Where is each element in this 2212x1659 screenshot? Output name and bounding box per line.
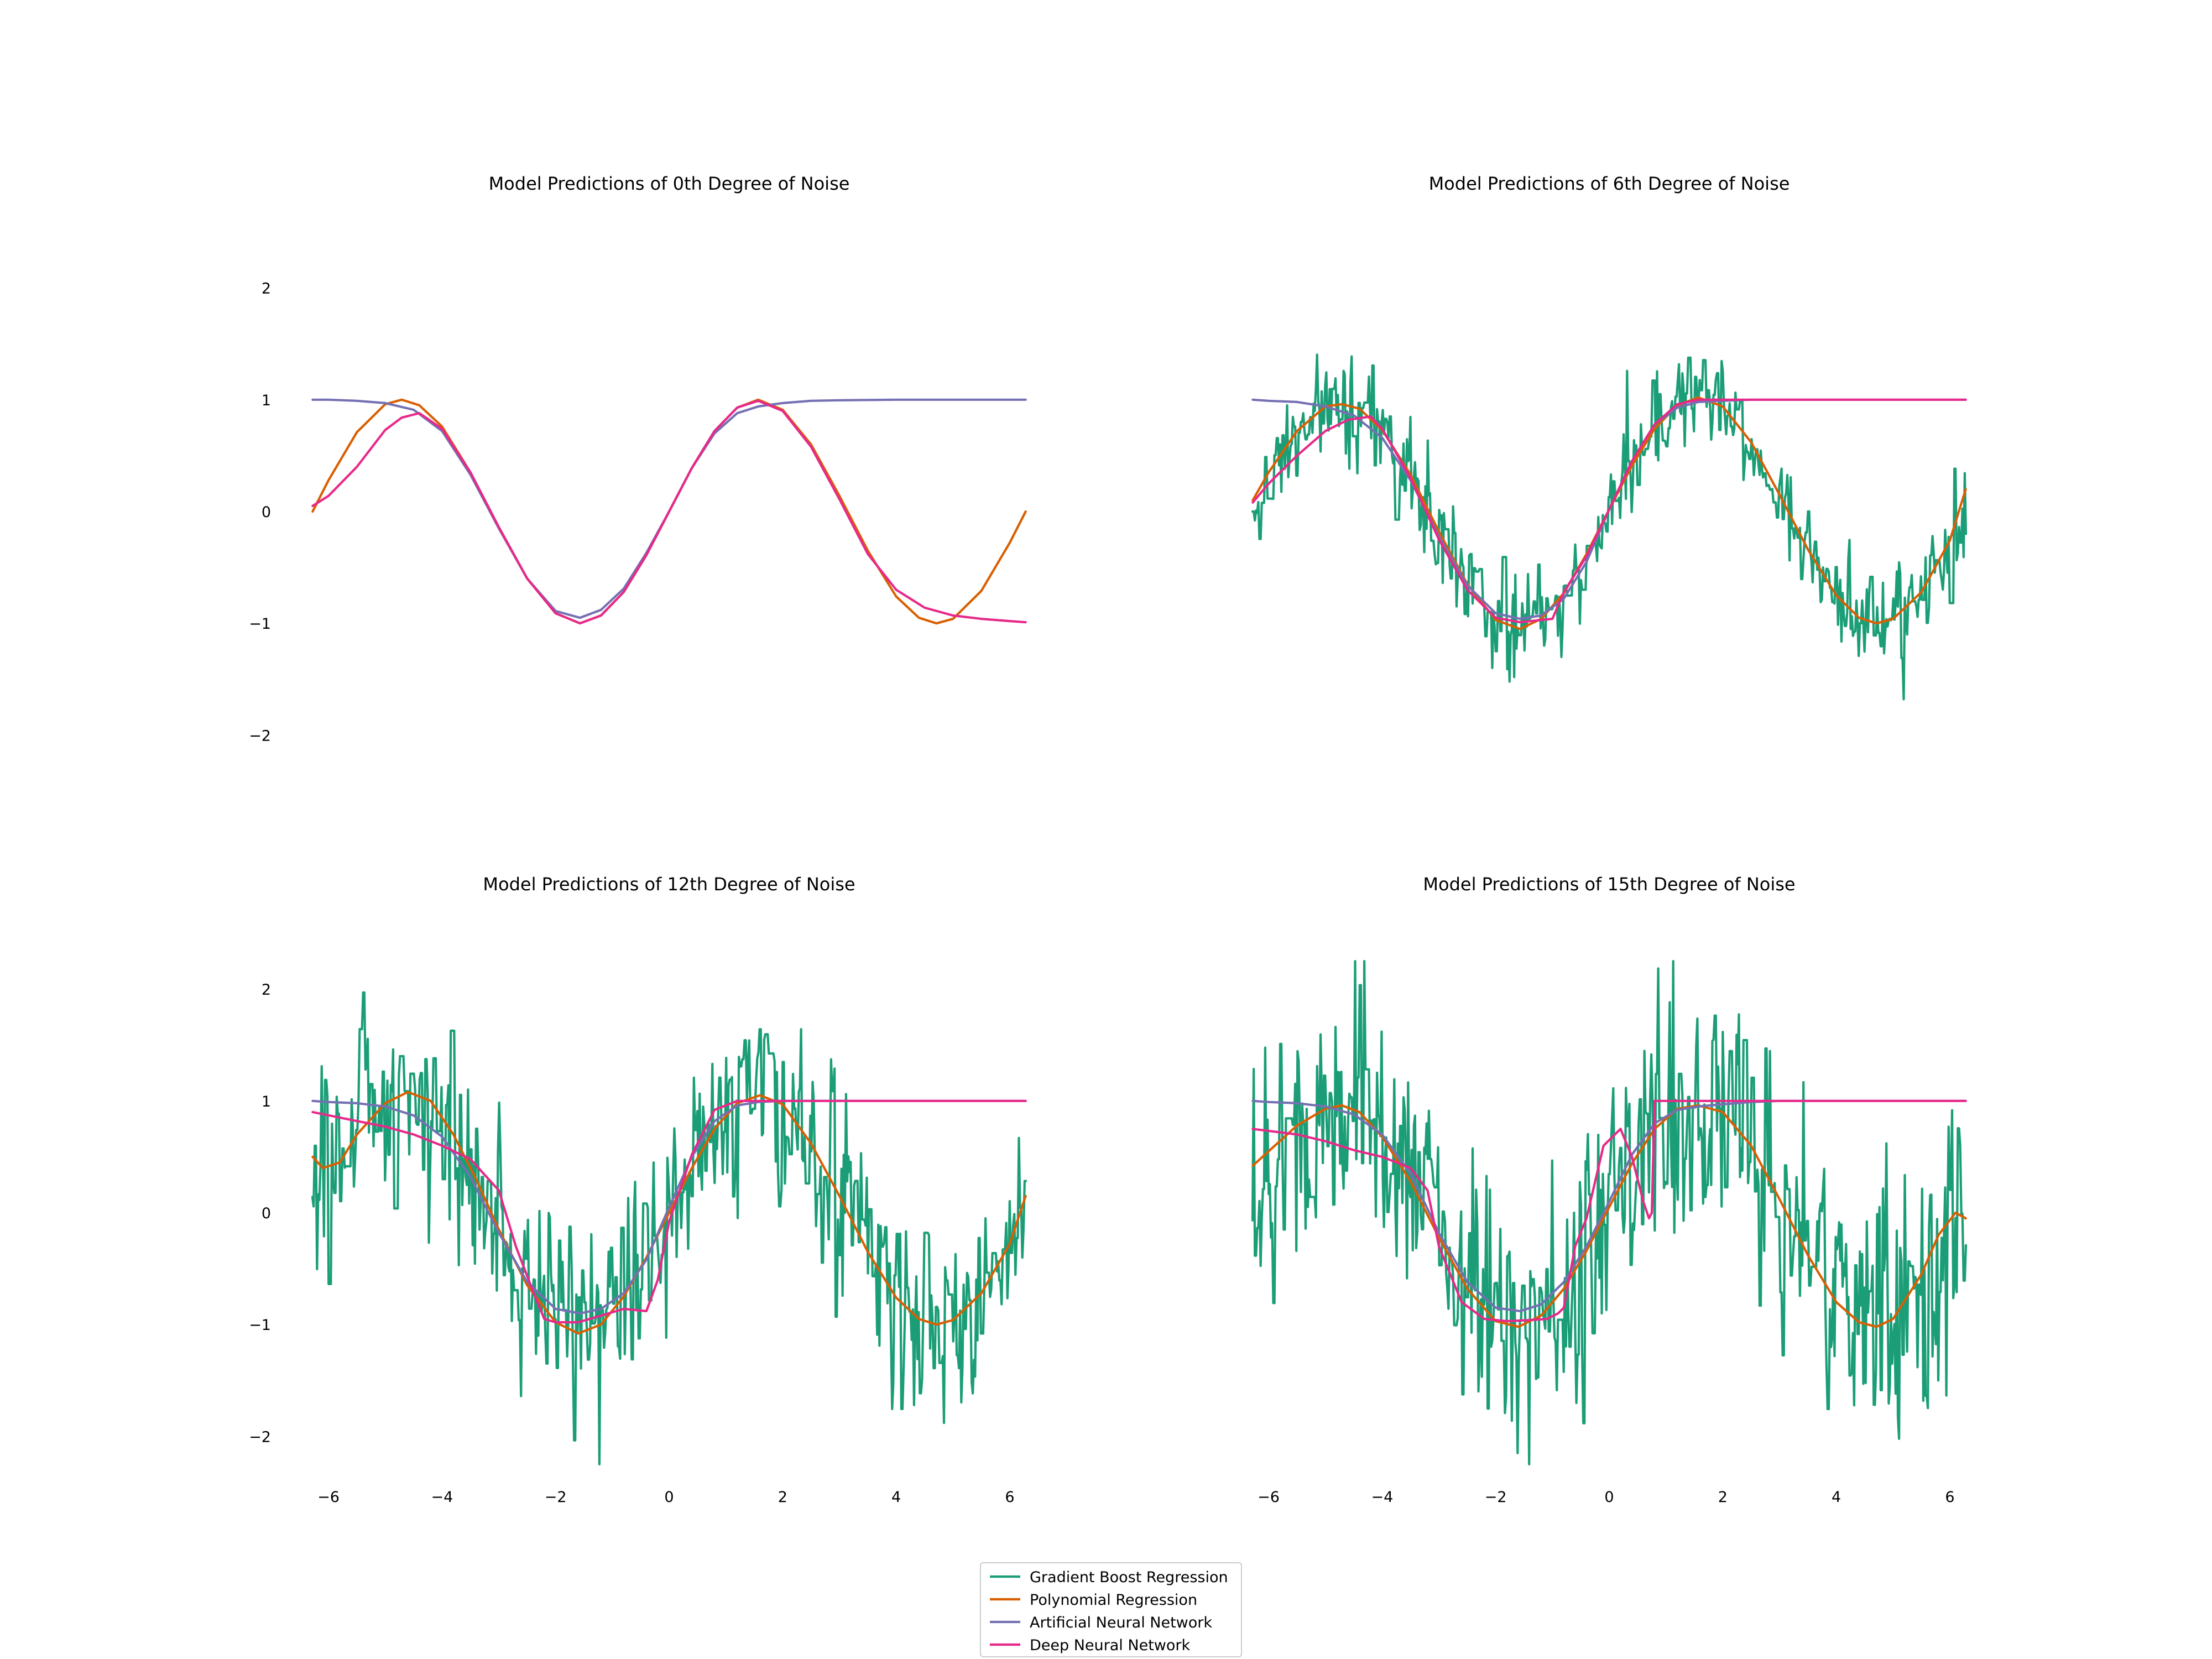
x-tick-label: −4 [431,1489,453,1506]
y-tick-label: 2 [262,982,271,999]
x-tick-labels: −6 −4 −2 0 2 4 6 [317,1489,1014,1506]
legend-label-polynomial: Polynomial Regression [1030,1592,1197,1609]
x-tick-label: −4 [1371,1489,1393,1506]
y-tick-label: 1 [262,1093,271,1110]
x-tick-label: 4 [891,1489,901,1506]
x-tick-label: 2 [778,1489,787,1506]
y-tick-label: −2 [249,727,271,744]
subplot-title: Model Predictions of 6th Degree of Noise [1429,173,1790,194]
legend-label-dnn: Deep Neural Network [1030,1637,1190,1654]
series-line-polynomial [311,1091,1027,1335]
y-tick-label: 2 [262,280,271,298]
series-line-dnn [311,399,1027,625]
x-tick-labels: −6 −4 −2 0 2 4 6 [1258,1489,1954,1506]
subplot-noise-0: Model Predictions of 0th Degree of Noise… [249,173,1027,745]
legend-frame [980,1562,1242,1657]
subplot-title: Model Predictions of 15th Degree of Nois… [1423,874,1795,895]
series-line-ann [311,1099,1027,1315]
x-tick-label: −2 [1485,1489,1507,1506]
x-tick-label: 2 [1718,1489,1728,1506]
legend-label-gradient-boost: Gradient Boost Regression [1030,1569,1228,1586]
series-lines [1251,960,1968,1465]
series-line-gradient-boost [311,991,1027,1465]
subplot-noise-12: Model Predictions of 12th Degree of Nois… [249,874,1027,1506]
series-line-dnn [1251,398,1967,624]
x-tick-label: 4 [1832,1489,1841,1506]
x-tick-label: 0 [1604,1489,1614,1506]
series-lines [311,398,1027,625]
y-tick-label: 1 [262,392,271,409]
x-tick-label: −6 [1258,1489,1280,1506]
y-tick-label: 0 [262,1205,271,1222]
y-tick-labels: −2 −1 0 1 2 [249,982,271,1446]
series-line-gradient-boost [1251,960,1968,1465]
y-tick-labels: −2 −1 0 1 2 [249,280,271,745]
subplot-title: Model Predictions of 12th Degree of Nois… [483,874,855,895]
x-tick-label: −2 [545,1489,567,1506]
series-line-dnn [311,1099,1027,1324]
series-line-dnn [1251,1099,1967,1323]
series-line-polynomial [1251,1104,1967,1328]
x-tick-label: 6 [1945,1489,1954,1506]
x-tick-label: −6 [317,1489,340,1506]
x-tick-label: 0 [664,1489,674,1506]
y-tick-label: 0 [262,504,271,521]
series-line-ann [311,398,1027,619]
x-tick-label: 6 [1005,1489,1014,1506]
y-tick-label: −2 [249,1428,271,1446]
subplot-noise-6: Model Predictions of 6th Degree of Noise [1251,173,1968,701]
series-line-gradient-boost [1251,353,1968,701]
legend: Gradient Boost Regression Polynomial Reg… [980,1562,1242,1657]
legend-label-ann: Artificial Neural Network [1030,1614,1212,1631]
subplot-noise-15: Model Predictions of 15th Degree of Nois… [1251,874,1968,1506]
series-lines [311,991,1027,1465]
y-tick-label: −1 [249,615,271,633]
subplot-title: Model Predictions of 0th Degree of Noise [489,173,850,194]
series-lines [1251,353,1968,701]
y-tick-label: −1 [249,1317,271,1334]
